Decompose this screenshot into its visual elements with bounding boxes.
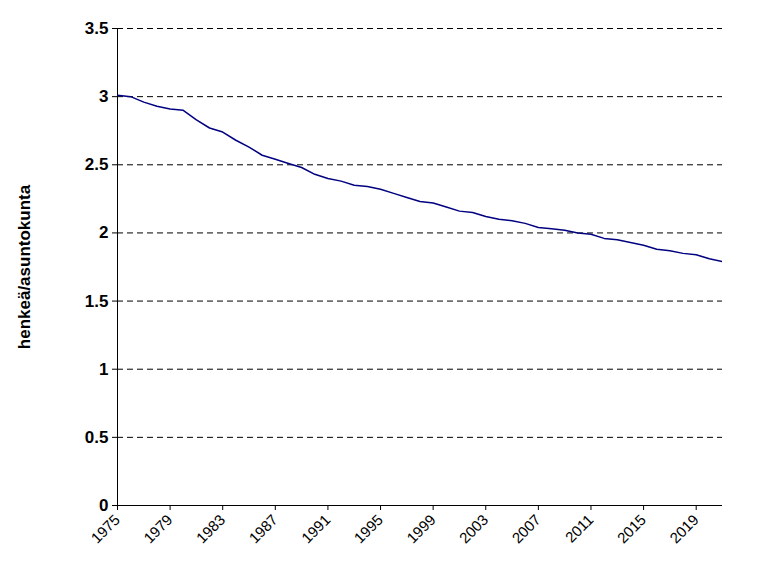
svg-text:henkeä/asuntokunta: henkeä/asuntokunta: [15, 184, 34, 349]
svg-text:1991: 1991: [298, 511, 334, 547]
svg-text:2.5: 2.5: [85, 155, 109, 174]
svg-text:2007: 2007: [508, 511, 544, 547]
svg-text:2003: 2003: [456, 511, 492, 547]
svg-text:0: 0: [99, 496, 108, 515]
svg-text:2019: 2019: [666, 511, 702, 547]
svg-text:0.5: 0.5: [85, 428, 109, 447]
svg-text:1987: 1987: [245, 511, 281, 547]
svg-text:1995: 1995: [350, 511, 386, 547]
svg-text:1.5: 1.5: [85, 292, 109, 311]
svg-text:1: 1: [99, 360, 108, 379]
svg-text:1983: 1983: [193, 511, 229, 547]
svg-text:2: 2: [99, 223, 108, 242]
svg-text:1979: 1979: [140, 511, 176, 547]
svg-text:2015: 2015: [613, 511, 649, 547]
svg-text:3: 3: [99, 87, 108, 106]
svg-text:3.5: 3.5: [85, 19, 109, 38]
svg-text:2011: 2011: [562, 511, 597, 546]
svg-text:1975: 1975: [87, 511, 123, 547]
svg-text:1999: 1999: [403, 511, 439, 547]
